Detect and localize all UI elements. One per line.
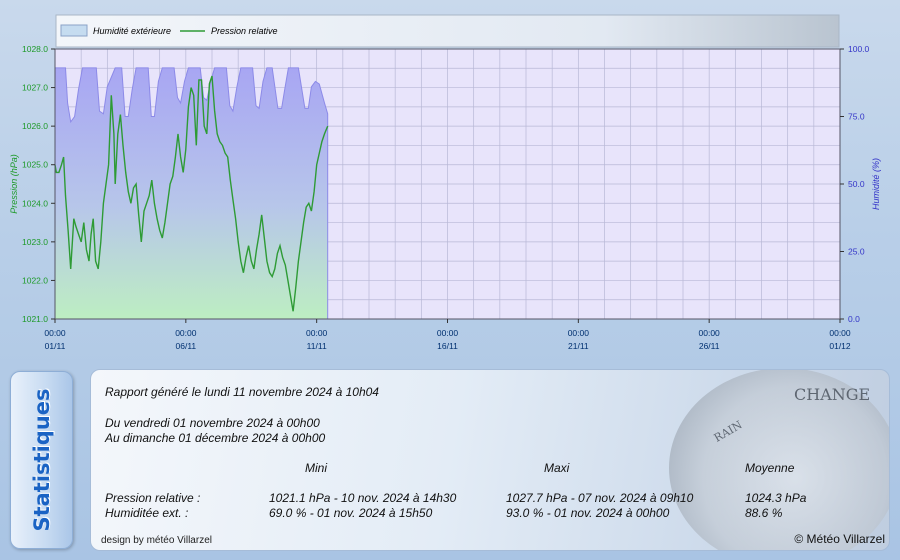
left-tick-label: 1026.0 (22, 121, 48, 131)
row-pressure-label: Pression relative : (105, 491, 201, 505)
right-tick-label: 75.0 (848, 112, 865, 122)
x-tick-time-label: 00:00 (175, 328, 197, 338)
left-tick-label: 1025.0 (22, 160, 48, 170)
right-tick-label: 50.0 (848, 179, 865, 189)
legend-humidity-label: Humidité extérieure (93, 26, 171, 36)
report-from: Du vendredi 01 novembre 2024 à 00h00 (105, 416, 320, 430)
weather-chart: Humidité extérieure Pression relative 10… (9, 14, 881, 351)
x-tick-time-label: 00:00 (568, 328, 590, 338)
copyright-credit: © Météo Villarzel (794, 532, 885, 546)
barometer-change-label: CHANGE (794, 385, 871, 404)
legend-humidity-swatch (60, 24, 88, 37)
left-tick-label: 1024.0 (22, 198, 48, 208)
x-tick-time-label: 00:00 (829, 328, 851, 338)
x-tick-time-label: 00:00 (306, 328, 328, 338)
report-generated: Rapport généré le lundi 11 novembre 2024… (105, 385, 379, 399)
x-tick-date-label: 26/11 (699, 341, 720, 351)
x-tick-date-label: 21/11 (568, 341, 589, 351)
statistics-panel: CHANGE RAIN (90, 369, 890, 551)
x-tick-date-label: 06/11 (176, 341, 197, 351)
x-tick-date-label: 01/12 (829, 341, 851, 351)
barometer-decoration (669, 370, 889, 550)
col-header-max: Maxi (544, 461, 570, 475)
left-tick-label: 1028.0 (22, 44, 48, 54)
col-header-min: Mini (305, 461, 328, 475)
row-humidity-avg: 88.6 % (745, 506, 783, 520)
right-tick-label: 100.0 (848, 44, 870, 54)
pressure-line (54, 75, 329, 312)
humidity-area (54, 67, 329, 320)
left-tick-label: 1023.0 (22, 237, 48, 247)
statistics-tab[interactable]: Statistiques (10, 371, 73, 549)
left-tick-label: 1022.0 (22, 275, 48, 285)
x-axis: 00:00 01/11 00:00 06/11 00:00 11/11 00:00 16/11… (44, 319, 851, 351)
row-humidity-min: 69.0 % - 01 nov. 2024 à 15h50 (269, 506, 433, 520)
left-axis: 1021.0 1022.0 1023.0 1024.0 1025.0 1026.0 1027… (22, 44, 55, 324)
left-tick-label: 1027.0 (22, 83, 48, 93)
statistics-tab-label: Statistiques (29, 388, 54, 532)
left-axis-title: Pression (hPa) (9, 154, 19, 214)
x-tick-date-label: 16/11 (437, 341, 458, 351)
x-tick-time-label: 00:00 (699, 328, 721, 338)
x-tick-date-label: 11/11 (307, 341, 327, 351)
row-pressure-avg: 1024.3 hPa (745, 491, 807, 505)
design-credit: design by météo Villarzel (101, 535, 212, 546)
left-tick-label: 1021.0 (22, 314, 48, 324)
report-to: Au dimanche 01 décembre 2024 à 00h00 (105, 431, 326, 445)
row-pressure-min: 1021.1 hPa - 10 nov. 2024 à 14h30 (269, 491, 457, 505)
right-axis: 0.0 25.0 50.0 75.0 100.0 (840, 44, 870, 324)
col-header-avg: Moyenne (745, 461, 795, 475)
row-humidity-max: 93.0 % - 01 nov. 2024 à 00h00 (506, 506, 670, 520)
x-tick-time-label: 00:00 (437, 328, 459, 338)
right-tick-label: 0.0 (848, 314, 860, 324)
x-tick-time-label: 00:00 (44, 328, 66, 338)
x-tick-date-label: 01/11 (45, 341, 66, 351)
row-humidity-label: Humiditée ext. : (105, 506, 189, 520)
right-tick-label: 25.0 (848, 247, 865, 257)
row-pressure-max: 1027.7 hPa - 07 nov. 2024 à 09h10 (506, 491, 694, 505)
legend-box (55, 14, 840, 48)
legend-pressure-label: Pression relative (211, 26, 278, 36)
right-axis-title: Humidité (%) (871, 158, 881, 210)
